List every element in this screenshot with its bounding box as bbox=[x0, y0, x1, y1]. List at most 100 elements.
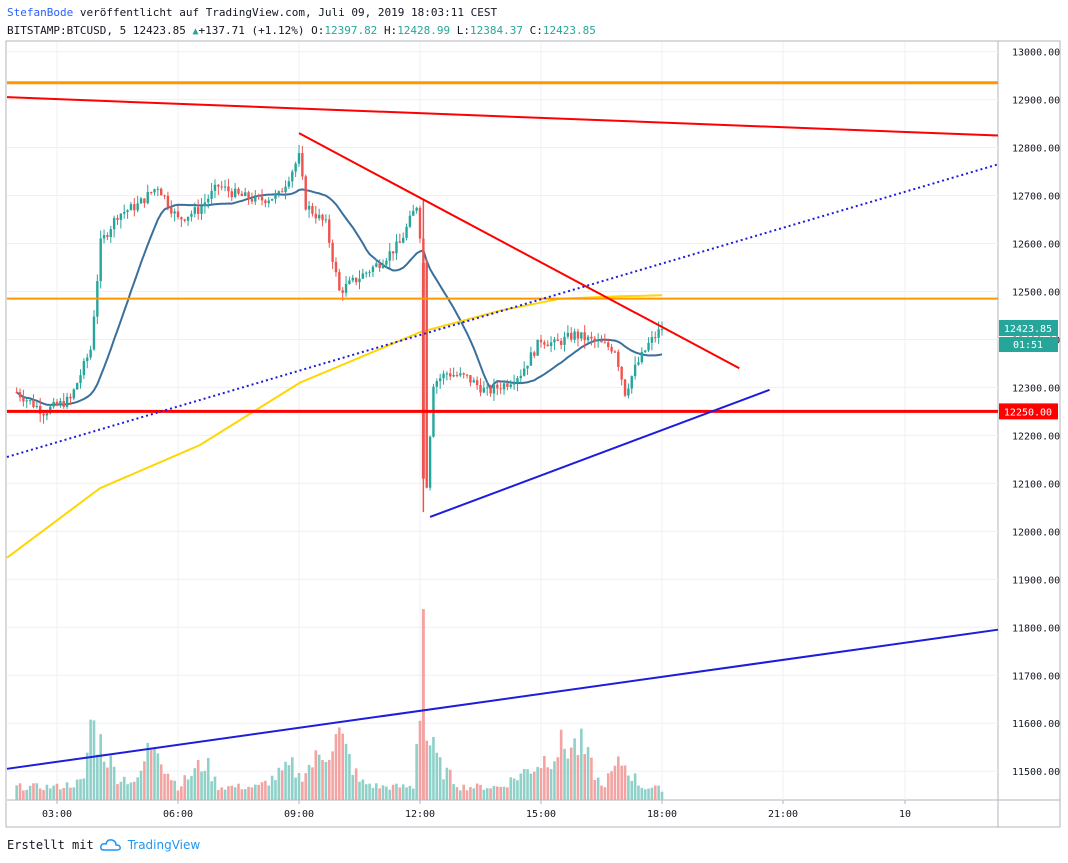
candle-body bbox=[250, 199, 254, 202]
volume-bar bbox=[72, 787, 76, 800]
candle-body bbox=[106, 235, 109, 238]
candle-body bbox=[186, 216, 190, 221]
volume-bar bbox=[640, 787, 644, 800]
volume-bar bbox=[190, 775, 193, 800]
candle-body bbox=[512, 383, 516, 385]
candle-body bbox=[213, 184, 217, 191]
candle-body bbox=[459, 373, 462, 376]
candle-body bbox=[49, 406, 52, 414]
candle-body bbox=[304, 176, 307, 210]
blue-volume-trend bbox=[6, 628, 999, 770]
candle-body bbox=[196, 207, 200, 214]
open-value: 12397.82 bbox=[324, 24, 378, 37]
volume-bar bbox=[455, 787, 459, 800]
candle-body bbox=[526, 365, 529, 369]
candle-body bbox=[553, 339, 556, 343]
created-with-text: Erstellt mit bbox=[7, 838, 94, 852]
volume-bar bbox=[327, 759, 331, 800]
candle-body bbox=[640, 351, 644, 363]
chart-header-line2: BITSTAMP:BTCUSD, 5 12423.85 ▲+137.71 (+1… bbox=[7, 24, 596, 37]
volume-bar bbox=[92, 720, 96, 800]
candle-body bbox=[475, 380, 479, 386]
volume-bar bbox=[482, 789, 486, 800]
volume-bar bbox=[502, 786, 506, 800]
candle-body bbox=[378, 263, 381, 268]
candle-body bbox=[42, 413, 45, 416]
candle-body bbox=[351, 277, 354, 281]
volume-bar bbox=[522, 768, 526, 800]
candle-body bbox=[365, 272, 368, 274]
candle-body bbox=[116, 217, 119, 220]
close-label: C: bbox=[529, 24, 543, 37]
volume-bar bbox=[566, 758, 570, 800]
volume-bar bbox=[139, 770, 143, 800]
volume-bar bbox=[650, 787, 654, 800]
candle-body bbox=[492, 384, 496, 394]
candle-body bbox=[546, 344, 549, 347]
volume-bar bbox=[385, 786, 388, 800]
volume-bar bbox=[106, 767, 109, 800]
candle-body bbox=[536, 339, 539, 356]
candle-body bbox=[237, 188, 240, 194]
volume-bar bbox=[206, 757, 210, 800]
tradingview-brand[interactable]: TradingView bbox=[127, 838, 201, 852]
volume-bar bbox=[600, 785, 603, 800]
candle-body bbox=[227, 186, 230, 192]
volume-bar bbox=[203, 770, 207, 800]
open-label: O: bbox=[311, 24, 325, 37]
y-tick-label: 12200.00 bbox=[1012, 431, 1060, 442]
volume-bar bbox=[143, 761, 146, 800]
volume-bar bbox=[549, 769, 553, 800]
candle-body bbox=[462, 373, 465, 375]
volume-bar bbox=[35, 783, 39, 800]
candle-body bbox=[613, 351, 617, 353]
candle-body bbox=[15, 392, 18, 394]
candle-body bbox=[65, 396, 69, 407]
volume-bar bbox=[341, 733, 344, 800]
volume-bar bbox=[499, 786, 502, 800]
candle-body bbox=[109, 229, 112, 238]
candle-body bbox=[408, 215, 412, 227]
volume-bar bbox=[348, 753, 351, 800]
volume-bar bbox=[596, 777, 600, 800]
volume-bar bbox=[196, 760, 200, 800]
candle-body bbox=[361, 273, 365, 279]
volume-bar bbox=[620, 765, 623, 800]
candle-body bbox=[435, 381, 439, 387]
volume-bar bbox=[270, 775, 274, 800]
candle-body bbox=[99, 238, 102, 282]
candle-body bbox=[307, 205, 311, 210]
candle-body bbox=[344, 283, 348, 293]
volume-bar bbox=[230, 785, 234, 800]
candle-body bbox=[163, 195, 166, 197]
x-tick-label: 15:00 bbox=[526, 809, 556, 820]
candle-body bbox=[509, 384, 512, 387]
candle-body bbox=[280, 191, 284, 193]
volume-bar bbox=[250, 787, 254, 800]
volume-bar bbox=[112, 766, 116, 800]
countdown-text: 01:51 bbox=[1013, 340, 1043, 351]
volume-bar bbox=[391, 784, 395, 800]
volume-bar bbox=[99, 734, 102, 800]
y-tick-label: 11700.00 bbox=[1012, 671, 1060, 682]
candle-body bbox=[375, 263, 378, 267]
author-link[interactable]: StefanBode bbox=[7, 6, 74, 19]
candle-body bbox=[18, 392, 22, 398]
candle-body bbox=[136, 203, 139, 211]
volume-bar bbox=[301, 781, 304, 800]
candle-body bbox=[421, 262, 425, 479]
volume-bar bbox=[653, 785, 657, 800]
candle-body bbox=[643, 350, 647, 352]
volume-bar bbox=[42, 790, 45, 800]
volume-bar bbox=[475, 783, 479, 800]
candle-body bbox=[247, 192, 250, 200]
candle-body bbox=[257, 195, 260, 197]
candle-body bbox=[92, 316, 96, 350]
footer: Erstellt mit TradingView bbox=[7, 838, 200, 852]
volume-bar bbox=[381, 785, 385, 800]
candle-body bbox=[25, 400, 28, 402]
candle-body bbox=[428, 436, 432, 488]
candle-body bbox=[549, 342, 553, 347]
candle-body bbox=[610, 346, 613, 352]
